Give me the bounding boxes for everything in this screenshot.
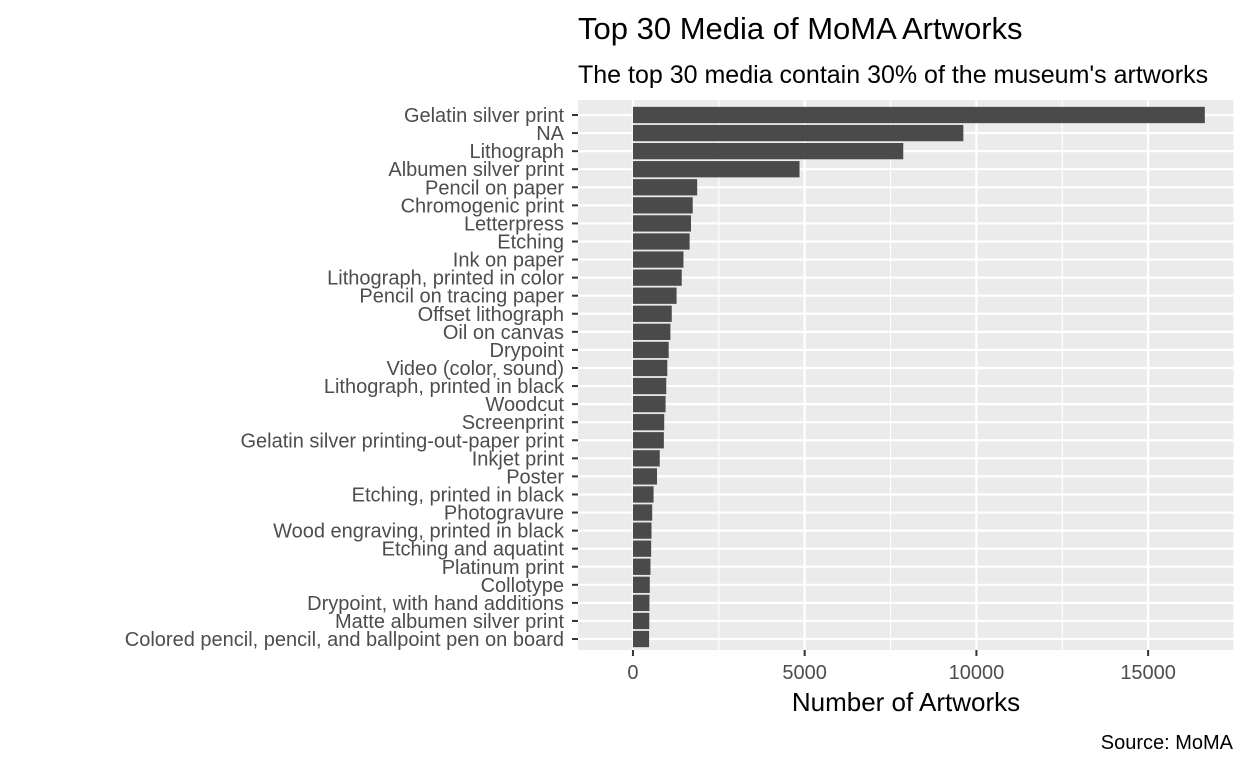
chart-title: Top 30 Media of MoMA Artworks: [578, 11, 1023, 46]
y-tick-label: Screenprint: [462, 412, 565, 434]
x-tick-label: 5000: [782, 662, 827, 684]
bar: [632, 450, 660, 467]
y-tick-label: Gelatin silver print: [404, 105, 565, 127]
x-tick-label: 10000: [949, 662, 1005, 684]
x-axis-title: Number of Artworks: [792, 687, 1020, 717]
y-tick-label: Letterpress: [464, 213, 564, 235]
y-tick-label: Drypoint, with hand additions: [307, 593, 564, 615]
y-tick-label: Drypoint: [490, 340, 565, 362]
y-tick-label: Lithograph: [469, 141, 564, 163]
y-tick-label: Collotype: [481, 575, 564, 597]
bar: [632, 468, 657, 485]
bar: [632, 395, 666, 413]
bar: [632, 612, 650, 630]
y-tick-label: Ink on paper: [453, 250, 565, 272]
bar: [632, 106, 1205, 124]
bar: [632, 486, 654, 503]
bar: [632, 269, 682, 286]
bar: [632, 287, 677, 304]
bar: [632, 142, 904, 160]
y-tick-label: Platinum print: [442, 557, 565, 579]
bar: [632, 323, 671, 340]
y-tick-label: Pencil on tracing paper: [359, 286, 564, 308]
bar: [632, 215, 691, 232]
bar: [632, 576, 650, 593]
y-tick-label: Etching: [497, 231, 564, 253]
chart-caption: Source: MoMA: [1101, 732, 1234, 754]
bar: [632, 197, 693, 214]
x-axis: 0 5000 10000 15000: [627, 650, 1176, 684]
bar: [632, 341, 669, 359]
bar: [632, 630, 650, 648]
y-tick-label: Offset lithograph: [418, 304, 564, 326]
bar: [632, 377, 667, 395]
x-tick-label: 0: [627, 662, 638, 684]
y-tick-label: Pencil on paper: [425, 177, 564, 199]
y-tick-label: Inkjet print: [472, 448, 565, 470]
bars: [632, 106, 1205, 648]
y-tick-label: Poster: [506, 466, 564, 488]
y-tick-label: Lithograph, printed in black: [324, 376, 565, 398]
bar: [632, 305, 672, 322]
y-tick-label: Wood engraving, printed in black: [273, 521, 565, 543]
bar: [632, 233, 690, 250]
bar: [632, 251, 684, 268]
bar: [632, 540, 652, 557]
y-tick-label: Woodcut: [485, 394, 564, 416]
x-tick-label: 15000: [1120, 662, 1176, 684]
y-tick-label: Etching, printed in black: [352, 484, 565, 506]
y-tick-label: Albumen silver print: [388, 159, 564, 181]
bar: [632, 179, 698, 196]
y-tick-label: Etching and aquatint: [382, 539, 565, 561]
bar: [632, 594, 650, 612]
bar: [632, 432, 664, 449]
y-tick-label: Matte albumen silver print: [335, 611, 564, 633]
y-tick-label: NA: [536, 123, 564, 145]
bar: [632, 504, 653, 521]
y-tick-label: Photogravure: [444, 503, 564, 525]
y-axis: Gelatin silver printNALithographAlbumen …: [125, 105, 578, 651]
y-tick-label: Colored pencil, pencil, and ballpoint pe…: [125, 629, 564, 651]
y-tick-label: Video (color, sound): [386, 358, 564, 380]
chart-subtitle: The top 30 media contain 30% of the muse…: [578, 61, 1208, 89]
bar: [632, 522, 652, 539]
y-tick-label: Oil on canvas: [443, 322, 564, 344]
y-tick-label: Gelatin silver printing-out-paper print: [241, 430, 565, 452]
bar: [632, 359, 668, 377]
bar: [632, 161, 800, 178]
y-tick-label: Chromogenic print: [401, 195, 565, 217]
bar: [632, 414, 665, 431]
y-tick-label: Lithograph, printed in color: [327, 268, 564, 290]
bar: [632, 558, 651, 575]
bar: [632, 124, 964, 142]
